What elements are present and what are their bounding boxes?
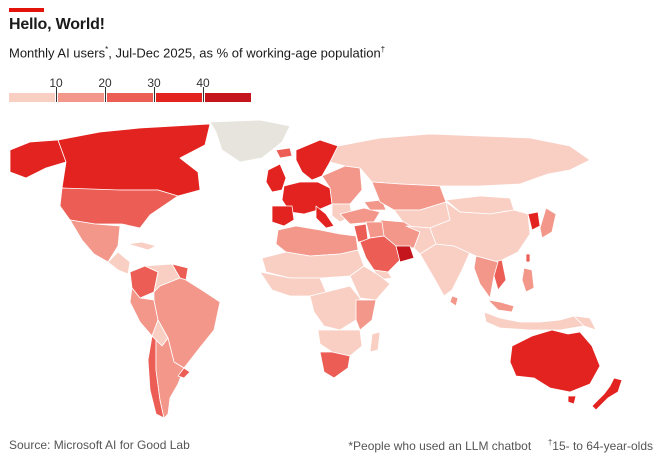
region-china	[429, 201, 531, 263]
legend-label-30: 30	[147, 76, 161, 90]
region-uruguay	[177, 367, 191, 379]
region-uae-oman	[395, 245, 415, 263]
region-mainland-southeast-asia	[473, 255, 499, 299]
subtitle-footnote-mark-2: †	[380, 45, 386, 54]
footnote-mark-1: *	[348, 439, 354, 453]
region-india	[419, 243, 471, 297]
region-turkey	[339, 207, 381, 225]
legend-swatch-4	[156, 93, 202, 102]
color-legend: 10 20 30 40	[9, 76, 254, 104]
region-japan	[539, 207, 557, 239]
world-map	[9, 119, 623, 419]
region-caribbean	[127, 241, 157, 251]
region-south-africa	[319, 351, 351, 379]
region-north-africa	[275, 225, 359, 257]
brand-accent-bar	[9, 8, 44, 12]
region-iberia	[271, 205, 295, 227]
region-sri-lanka	[449, 295, 459, 307]
legend-swatch-2	[58, 93, 104, 102]
footnote-1: People who used an LLM chatbot	[353, 439, 532, 453]
region-iraq-syria	[365, 221, 385, 239]
region-uk-ireland	[265, 163, 287, 193]
legend-swatch-5	[205, 93, 251, 102]
region-greenland	[209, 119, 291, 163]
region-alaska	[9, 139, 67, 179]
legend-tick-20	[105, 87, 106, 102]
region-tasmania	[567, 395, 577, 405]
legend-tick-40	[203, 87, 204, 102]
chart-title: Hello, World!	[9, 16, 105, 33]
region-madagascar	[369, 331, 381, 353]
region-central-america	[107, 251, 131, 275]
region-iceland	[275, 147, 293, 159]
region-argentina	[155, 337, 185, 419]
legend-swatch-1	[9, 93, 55, 102]
legend-label-10: 10	[49, 76, 63, 90]
legend-swatch-3	[107, 93, 153, 102]
subtitle-rest: , Jul-Dec 2025, as % of working-age popu…	[108, 45, 381, 61]
region-east-africa	[355, 299, 377, 331]
footnote-2: 15- to 64-year-olds	[552, 439, 653, 453]
legend-label-20: 20	[98, 76, 112, 90]
region-united-states	[59, 187, 179, 229]
region-indonesia	[483, 311, 585, 331]
region-canada	[57, 123, 211, 197]
subtitle-main: Monthly AI users	[9, 45, 106, 61]
subtitle-footnote-mark-1: *	[105, 45, 109, 54]
region-new-zealand	[591, 377, 623, 411]
region-mexico	[69, 219, 121, 263]
chart-subtitle: Monthly AI users*, Jul-Dec 2025, as % of…	[9, 45, 385, 60]
legend-tick-10	[56, 87, 57, 102]
source-note: Source: Microsoft AI for Good Lab	[9, 438, 190, 452]
region-malaysia	[487, 299, 515, 313]
legend-label-40: 40	[196, 76, 210, 90]
region-papua-new-guinea	[573, 315, 597, 331]
region-taiwan	[525, 253, 531, 263]
region-italy	[315, 205, 335, 229]
region-korea	[527, 211, 541, 231]
footnotes: *People who used an LLM chatbot †15- to …	[348, 438, 653, 453]
region-philippines	[521, 267, 535, 293]
region-australia	[509, 329, 601, 393]
legend-tick-30	[154, 87, 155, 102]
region-russia	[329, 133, 591, 187]
footnote-mark-2: †	[547, 438, 553, 447]
region-southern-africa	[317, 329, 363, 357]
